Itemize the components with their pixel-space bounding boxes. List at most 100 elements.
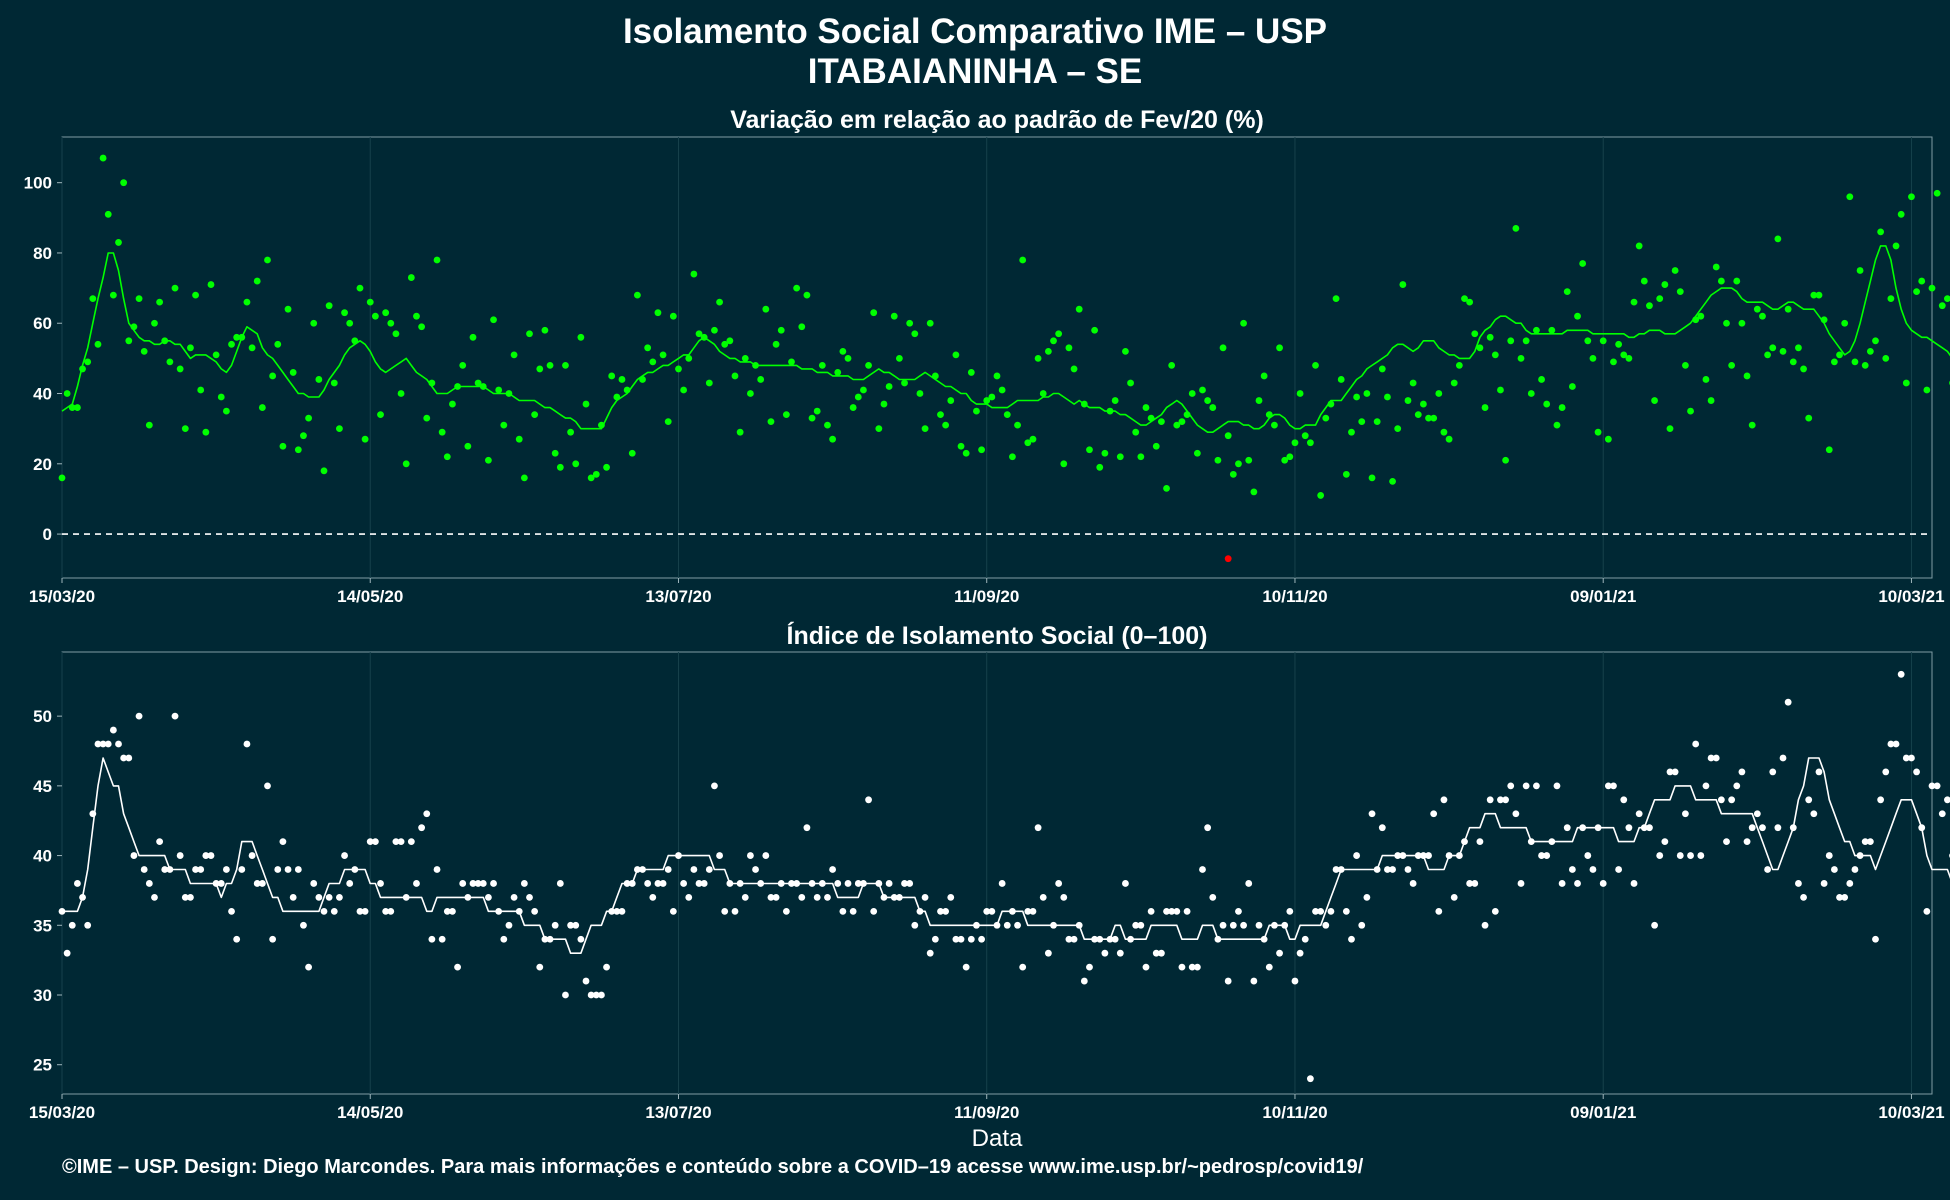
data-point xyxy=(161,866,169,873)
data-point xyxy=(967,935,975,943)
data-point xyxy=(1533,326,1540,334)
data-point xyxy=(803,291,811,299)
data-point xyxy=(1173,421,1181,429)
data-point xyxy=(1348,935,1355,943)
data-point xyxy=(1348,428,1355,436)
data-point xyxy=(1774,235,1782,243)
data-point xyxy=(1620,796,1628,804)
data-point xyxy=(598,421,605,429)
data-point xyxy=(171,284,179,292)
data-point xyxy=(1317,492,1325,499)
data-point xyxy=(1543,852,1551,859)
data-point xyxy=(79,894,86,901)
data-point xyxy=(1928,782,1936,790)
data-point xyxy=(1656,295,1664,303)
data-point xyxy=(58,907,66,915)
data-point xyxy=(274,866,282,873)
data-point xyxy=(1815,768,1823,776)
data-point xyxy=(592,470,600,478)
data-point xyxy=(1384,393,1391,401)
data-point xyxy=(962,963,970,971)
data-point xyxy=(1522,337,1530,345)
data-point xyxy=(1620,351,1628,359)
data-point xyxy=(849,907,857,915)
data-point xyxy=(243,740,251,748)
data-point xyxy=(572,460,580,468)
data-point xyxy=(74,880,81,887)
data-point xyxy=(921,425,929,433)
data-point xyxy=(171,712,179,720)
data-point xyxy=(125,337,133,345)
data-point xyxy=(937,907,944,915)
data-point xyxy=(58,474,66,482)
data-point xyxy=(479,383,487,390)
data-point xyxy=(1902,754,1910,762)
data-point xyxy=(510,894,518,901)
data-point xyxy=(341,852,348,859)
data-point xyxy=(1265,963,1273,971)
data-point xyxy=(207,281,215,288)
y-tick-label: 60 xyxy=(33,314,52,333)
data-point xyxy=(1240,921,1247,929)
data-point xyxy=(1276,344,1283,352)
data-point xyxy=(1836,351,1843,359)
data-point xyxy=(973,921,980,929)
data-point xyxy=(418,323,426,331)
data-point xyxy=(176,852,184,859)
data-point xyxy=(505,390,513,397)
data-point xyxy=(269,935,277,943)
y-tick-label: 0 xyxy=(43,525,52,544)
data-point xyxy=(1733,782,1741,790)
data-point xyxy=(1445,852,1453,859)
data-point xyxy=(916,907,924,915)
data-point xyxy=(1491,907,1499,915)
data-point xyxy=(1193,449,1201,457)
data-point xyxy=(74,404,81,411)
data-point xyxy=(587,474,595,482)
data-point xyxy=(1789,358,1797,366)
data-point xyxy=(346,880,354,887)
data-point xyxy=(1944,796,1950,804)
data-point xyxy=(423,810,431,818)
data-point xyxy=(238,866,246,873)
data-point xyxy=(1640,824,1648,832)
data-point xyxy=(680,386,688,394)
data-point xyxy=(371,838,379,846)
data-point xyxy=(1060,460,1068,468)
data-point xyxy=(1435,390,1443,397)
data-point xyxy=(1306,1075,1314,1083)
data-point xyxy=(407,274,415,281)
data-point xyxy=(1378,365,1386,373)
data-point xyxy=(906,319,914,327)
data-point xyxy=(649,358,657,366)
data-point xyxy=(793,284,801,292)
data-point xyxy=(1553,421,1561,429)
data-point xyxy=(1301,935,1309,943)
data-point xyxy=(1245,456,1253,464)
data-point xyxy=(931,935,939,943)
data-point xyxy=(1455,852,1463,859)
data-point xyxy=(490,880,497,887)
data-point xyxy=(320,467,328,475)
data-point xyxy=(1625,824,1633,832)
y-tick-label: 35 xyxy=(33,916,52,935)
data-point xyxy=(1178,418,1186,426)
data-point xyxy=(865,796,872,804)
data-point xyxy=(1029,435,1037,443)
data-point xyxy=(449,400,456,408)
data-point xyxy=(1224,977,1232,985)
data-point xyxy=(176,365,184,373)
data-point xyxy=(109,291,117,299)
data-point xyxy=(1795,344,1802,352)
data-point xyxy=(1512,810,1520,818)
data-point xyxy=(351,866,359,873)
data-point xyxy=(1116,453,1124,461)
data-point xyxy=(639,376,646,383)
data-point xyxy=(1723,319,1730,327)
data-point xyxy=(870,309,878,317)
data-point xyxy=(1399,852,1407,859)
data-point xyxy=(1373,866,1381,873)
data-point xyxy=(1122,880,1129,887)
data-point xyxy=(258,880,266,887)
data-point xyxy=(1702,782,1710,790)
